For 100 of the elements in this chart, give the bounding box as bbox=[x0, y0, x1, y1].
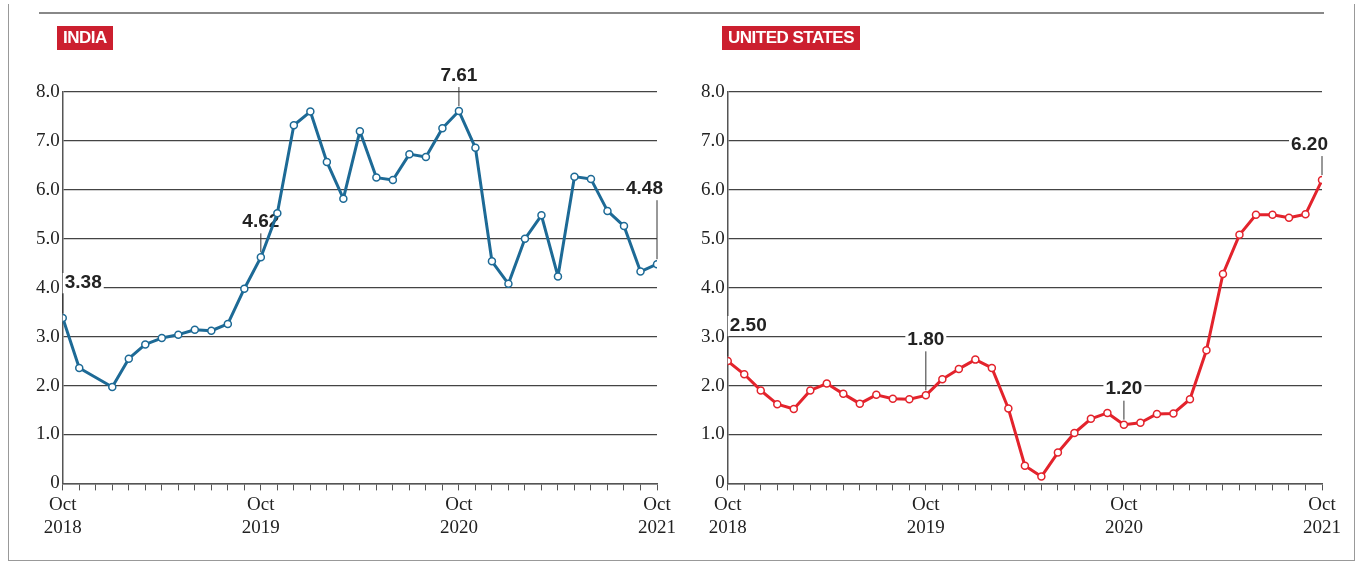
point bbox=[822, 379, 832, 388]
annotation: 2.50 bbox=[729, 313, 767, 335]
point bbox=[1235, 230, 1244, 240]
point bbox=[504, 279, 513, 289]
point bbox=[141, 340, 150, 349]
point bbox=[553, 272, 563, 281]
y-tick-label: 6.0 bbox=[701, 177, 725, 199]
x-tick-label: Oct 2021 bbox=[638, 492, 676, 537]
x-tick-label: Oct 2018 bbox=[708, 492, 747, 537]
point bbox=[987, 363, 997, 373]
point bbox=[789, 404, 799, 414]
y-tick-label: 2.0 bbox=[36, 373, 60, 395]
point bbox=[207, 326, 216, 335]
point bbox=[888, 394, 898, 404]
point bbox=[1152, 409, 1162, 419]
point bbox=[157, 333, 167, 343]
point bbox=[1185, 395, 1195, 404]
annotation: 1.80 bbox=[907, 328, 945, 350]
point bbox=[872, 390, 881, 400]
point bbox=[1202, 346, 1211, 355]
x-tick-label: Oct 2019 bbox=[906, 492, 945, 537]
point bbox=[603, 206, 612, 216]
point bbox=[1020, 461, 1030, 471]
point bbox=[520, 234, 530, 244]
y-tick-label: 1.0 bbox=[36, 422, 60, 444]
chart-title: UNITED STATES bbox=[722, 26, 861, 50]
annotation: 4.48 bbox=[626, 176, 663, 198]
x-tick-label: Oct 2020 bbox=[439, 492, 478, 537]
point bbox=[388, 175, 398, 185]
point bbox=[1268, 210, 1277, 220]
point bbox=[322, 157, 332, 167]
point bbox=[372, 173, 381, 182]
point bbox=[1301, 210, 1310, 219]
point bbox=[586, 174, 596, 184]
y-tick-label: 6.0 bbox=[36, 177, 60, 199]
point bbox=[75, 363, 84, 373]
y-tick-label: 2.0 bbox=[701, 373, 725, 395]
point bbox=[537, 211, 546, 220]
point bbox=[1004, 404, 1013, 413]
y-tick-label: 8.0 bbox=[701, 79, 725, 101]
y-tick-label: 5.0 bbox=[36, 226, 60, 248]
y-tick-label: 7.0 bbox=[701, 128, 725, 150]
point bbox=[1103, 408, 1112, 418]
y-tick-label: 3.0 bbox=[701, 324, 725, 346]
point bbox=[740, 370, 749, 379]
point bbox=[306, 107, 315, 116]
y-tick-label: 3.0 bbox=[36, 324, 60, 346]
y-tick-label: 7.0 bbox=[36, 128, 60, 150]
point bbox=[1070, 428, 1079, 438]
y-tick-label: 5.0 bbox=[701, 226, 725, 248]
x-tick-label: Oct 2021 bbox=[1303, 492, 1341, 537]
point bbox=[438, 123, 447, 133]
y-tick-label: 4.0 bbox=[701, 275, 725, 297]
x-tick-label: Oct 2018 bbox=[43, 492, 82, 537]
point bbox=[938, 374, 947, 384]
point bbox=[1284, 213, 1294, 222]
y-tick-label: 4.0 bbox=[36, 275, 60, 297]
point bbox=[839, 389, 848, 399]
x-tick-label: Oct 2020 bbox=[1104, 492, 1143, 537]
point bbox=[223, 319, 233, 329]
y-tick-label: 8.0 bbox=[36, 79, 60, 101]
point bbox=[1037, 472, 1046, 481]
point bbox=[240, 284, 249, 293]
point bbox=[855, 399, 865, 408]
point bbox=[405, 149, 414, 159]
annotation: 7.61 bbox=[440, 63, 478, 85]
point bbox=[954, 364, 964, 374]
annotation: 6.20 bbox=[1291, 132, 1328, 154]
point bbox=[1119, 420, 1129, 429]
point bbox=[471, 143, 480, 153]
point bbox=[1251, 210, 1261, 220]
point bbox=[570, 172, 579, 181]
point bbox=[487, 257, 497, 266]
annotation: 1.20 bbox=[1105, 377, 1143, 399]
point bbox=[921, 391, 931, 400]
annotation: 3.38 bbox=[64, 270, 102, 292]
point bbox=[1086, 414, 1096, 424]
point bbox=[1218, 269, 1228, 279]
y-tick-label: 0 bbox=[715, 471, 725, 493]
point bbox=[256, 253, 266, 262]
point bbox=[619, 221, 629, 231]
point bbox=[905, 395, 914, 404]
point bbox=[454, 106, 464, 116]
point bbox=[806, 386, 815, 395]
point bbox=[773, 399, 782, 409]
point bbox=[1169, 409, 1178, 418]
point bbox=[124, 354, 134, 363]
point bbox=[355, 126, 365, 136]
point bbox=[190, 325, 200, 335]
point bbox=[289, 121, 299, 130]
y-tick-label: 0 bbox=[50, 471, 60, 493]
point bbox=[421, 152, 431, 162]
point bbox=[636, 267, 645, 276]
point bbox=[971, 355, 980, 364]
chart-title: INDIA bbox=[57, 26, 113, 50]
point bbox=[174, 330, 183, 339]
point bbox=[339, 194, 348, 203]
x-tick-label: Oct 2019 bbox=[241, 492, 280, 537]
point bbox=[108, 382, 117, 392]
y-tick-label: 1.0 bbox=[701, 422, 725, 444]
